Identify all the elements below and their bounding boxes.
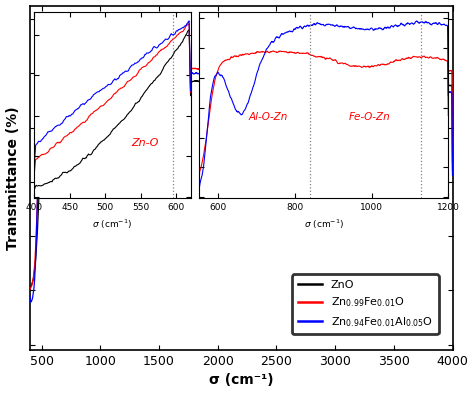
X-axis label: σ (cm⁻¹): σ (cm⁻¹) (209, 373, 273, 387)
Y-axis label: Transmittance (%): Transmittance (%) (6, 106, 19, 250)
Legend: ZnO, Zn$_{0.99}$Fe$_{0.01}$O, Zn$_{0.94}$Fe$_{0.01}$Al$_{0.05}$O: ZnO, Zn$_{0.99}$Fe$_{0.01}$O, Zn$_{0.94}… (292, 274, 438, 334)
